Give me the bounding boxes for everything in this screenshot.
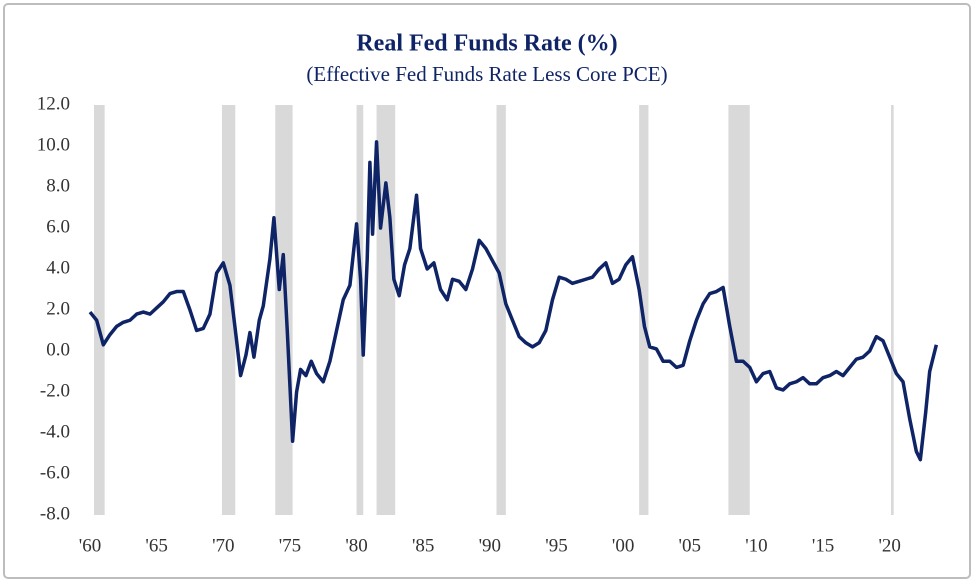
x-tick-label: '80 [345, 535, 367, 556]
x-tick-label: '60 [79, 535, 101, 556]
y-tick-label: -4.0 [40, 421, 70, 442]
y-tick-label: 2.0 [46, 298, 70, 319]
x-tick-label: '20 [878, 535, 900, 556]
y-tick-label: 10.0 [37, 134, 70, 155]
y-tick-label: -2.0 [40, 380, 70, 401]
x-tick-label: '95 [545, 535, 567, 556]
recession-band [275, 105, 293, 515]
recession-band [221, 105, 236, 515]
y-tick-label: -8.0 [40, 503, 70, 524]
y-tick-label: 8.0 [46, 175, 70, 196]
recession-band [891, 105, 894, 515]
y-tick-label: 12.0 [37, 93, 70, 114]
x-tick-label: '00 [612, 535, 634, 556]
recession-band [93, 105, 105, 515]
x-tick-label: '85 [412, 535, 434, 556]
y-tick-label: 0.0 [46, 339, 70, 360]
x-tick-label: '75 [279, 535, 301, 556]
x-tick-label: '70 [212, 535, 234, 556]
x-tick-label: '05 [679, 535, 701, 556]
chart-title: Real Fed Funds Rate (%) [356, 31, 617, 57]
y-tick-label: -6.0 [40, 462, 70, 483]
recession-band [728, 105, 750, 515]
x-tick-label: '15 [812, 535, 834, 556]
x-tick-label: '10 [745, 535, 767, 556]
chart-subtitle: (Effective Fed Funds Rate Less Core PCE) [306, 62, 667, 86]
recession-band [496, 105, 506, 515]
y-tick-label: 6.0 [46, 216, 70, 237]
y-tick-label: 4.0 [46, 257, 70, 278]
chart-border [3, 3, 971, 579]
x-tick-label: '65 [145, 535, 167, 556]
x-tick-label: '90 [479, 535, 501, 556]
data-line [88, 140, 939, 462]
